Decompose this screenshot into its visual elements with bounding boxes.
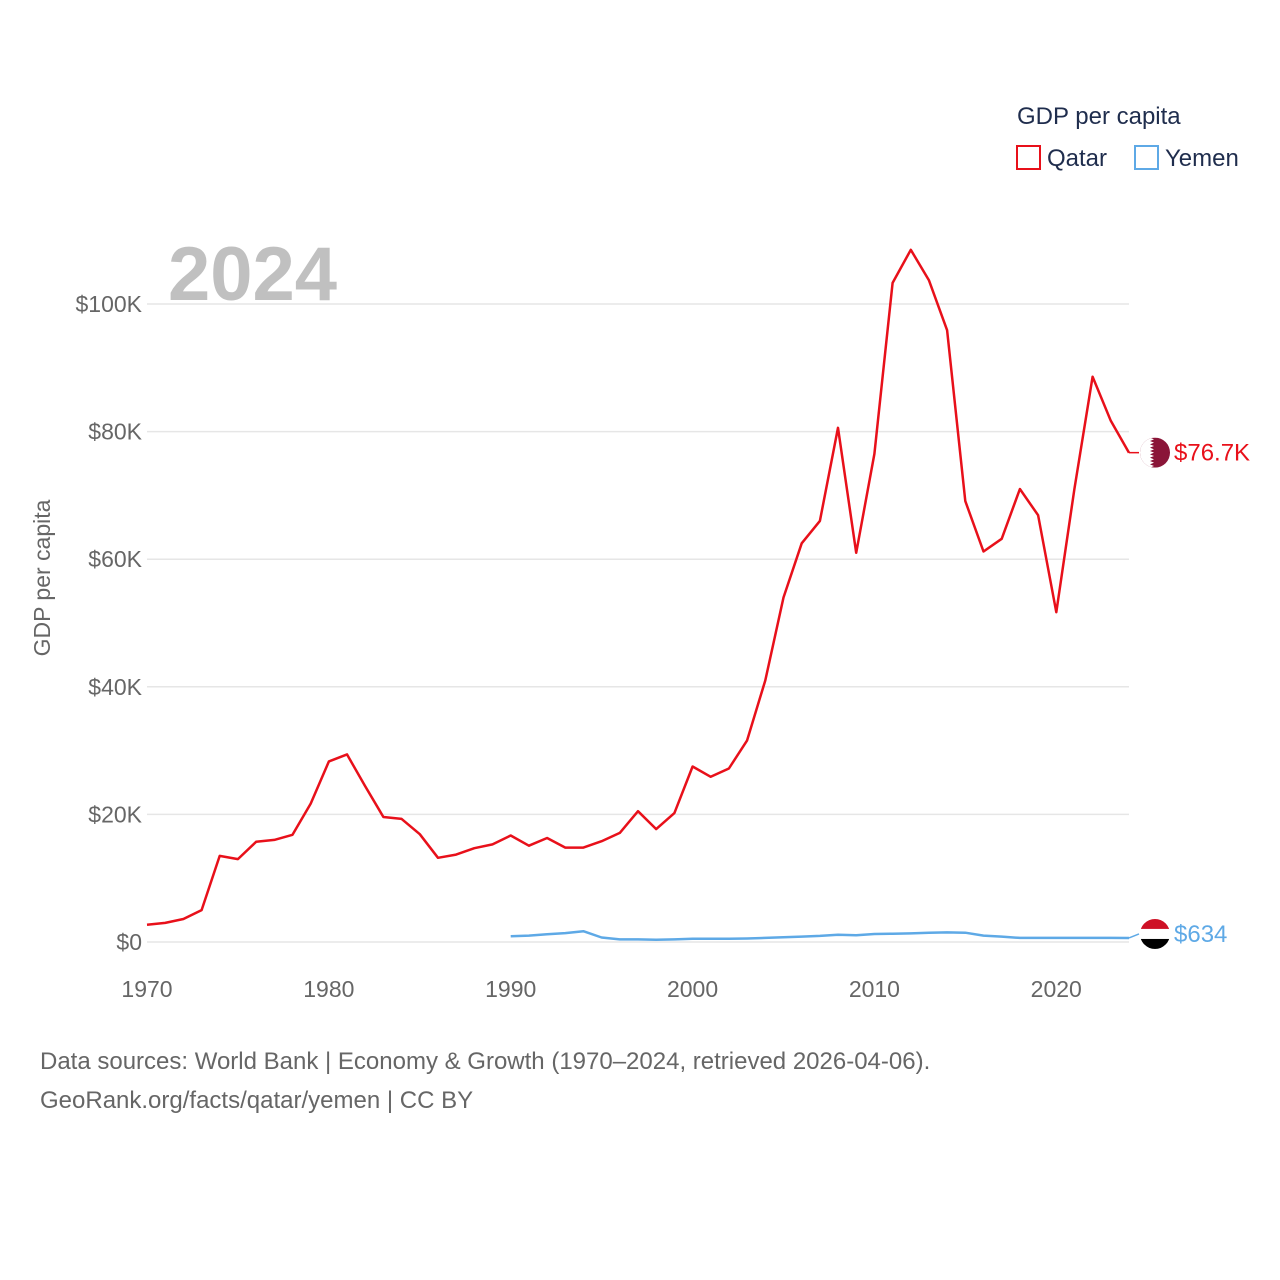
- legend: GDP per capita Qatar Yemen: [1016, 103, 1239, 172]
- series-line-yemen[interactable]: [510, 929, 1130, 942]
- legend-item-qatar[interactable]: Qatar: [1047, 145, 1107, 172]
- x-tick-label: 1990: [485, 976, 536, 1002]
- line-chart: $0 $20K $40K $60K $80K $100K 1970 1980 1990 2000…: [29, 103, 1250, 1002]
- y-tick-label: $60K: [88, 546, 142, 572]
- y-axis: $0 $20K $40K $60K $80K $100K: [75, 291, 142, 955]
- y-tick-label: $100K: [75, 291, 142, 317]
- x-tick-label: 2010: [849, 976, 900, 1002]
- legend-item-yemen[interactable]: Yemen: [1165, 145, 1239, 172]
- flag-icon-yemen: [1140, 918, 1170, 949]
- x-tick-label: 2000: [667, 976, 718, 1002]
- connector-yemen: [1128, 933, 1140, 939]
- legend-swatch-qatar[interactable]: [1016, 145, 1041, 170]
- source-line-2: GeoRank.org/facts/qatar/yemen | CC BY: [40, 1087, 474, 1114]
- x-tick-label: 1970: [121, 976, 172, 1002]
- series-end-markers: $76.7K $634: [1128, 437, 1250, 949]
- end-value-label-yemen: $634: [1174, 921, 1227, 948]
- y-tick-label: $20K: [88, 801, 142, 827]
- y-tick-label: $40K: [88, 674, 142, 700]
- series-lines: [146, 248, 1131, 942]
- x-axis: 1970 1980 1990 2000 2010 2020: [121, 976, 1081, 1002]
- y-tick-label: $80K: [88, 419, 142, 445]
- end-value-label-qatar: $76.7K: [1174, 440, 1250, 467]
- x-tick-label: 1980: [303, 976, 354, 1002]
- x-tick-label: 2020: [1031, 976, 1082, 1002]
- legend-swatch-yemen[interactable]: [1134, 145, 1159, 170]
- y-tick-label: $0: [116, 929, 142, 955]
- legend-title: GDP per capita: [1017, 103, 1181, 130]
- gridlines: [147, 303, 1129, 943]
- series-line-qatar[interactable]: [146, 248, 1131, 927]
- year-label: 2024: [168, 232, 337, 317]
- flag-icon-qatar: [1140, 437, 1170, 468]
- source-note: Data sources: World Bank | Economy & Gro…: [40, 1042, 930, 1120]
- y-axis-title: GDP per capita: [29, 499, 55, 656]
- source-line-1: Data sources: World Bank | Economy & Gro…: [40, 1048, 931, 1075]
